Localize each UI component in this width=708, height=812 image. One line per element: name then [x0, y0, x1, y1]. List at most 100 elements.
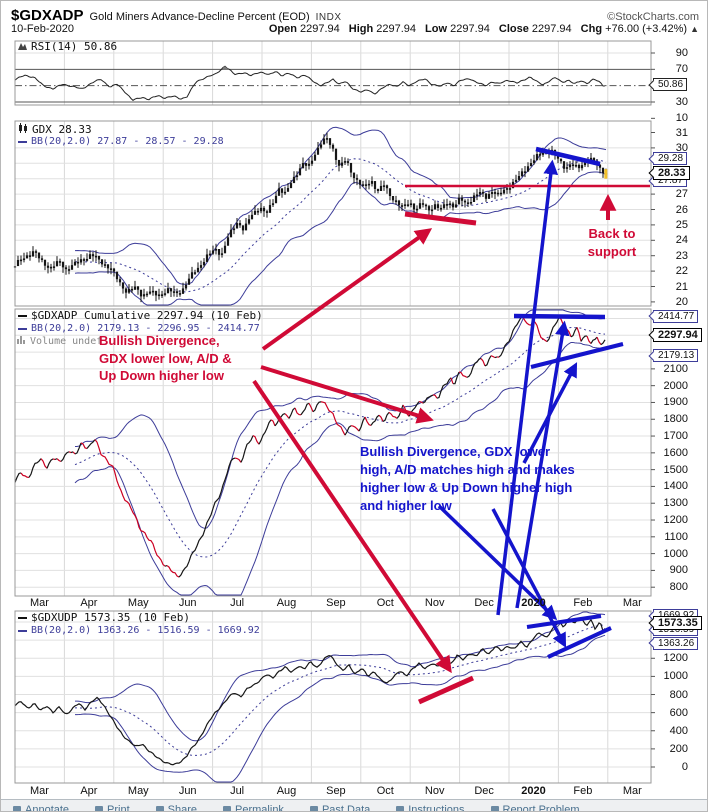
toolbar-link-print[interactable]: Print [95, 804, 130, 811]
axis-tick-label: 2100 [663, 362, 688, 375]
month-label: Nov [424, 597, 445, 609]
month-label: Mar [622, 597, 642, 609]
axis-value-box: 50.86 [648, 78, 688, 92]
udp-panel-label: $GDXUDP 1573.35 (10 Feb) [18, 612, 190, 624]
month-label: May [127, 597, 149, 609]
month-label: Dec [474, 785, 494, 797]
toolbar-link-icon [155, 806, 164, 811]
axis-tick-label: 1900 [663, 396, 688, 409]
axis-tick-label: 1700 [663, 430, 688, 443]
axis-tick-label: 0 [681, 761, 688, 773]
month-label: Apr [80, 785, 98, 797]
legend-dash-icon [18, 328, 27, 330]
month-label: Jun [178, 597, 197, 609]
axis-value-box: 1363.26 [648, 636, 699, 650]
month-label: May [127, 785, 149, 797]
axis-tick-label: 20 [675, 295, 688, 308]
copyright: ©StockCharts.com [607, 11, 699, 23]
legend-dash-icon [18, 617, 27, 619]
annotation-back-to-support: Back to support [587, 226, 637, 259]
axis-tick-label: 1500 [663, 463, 688, 476]
toolbar-link-icon [223, 806, 232, 811]
axis-tick-label: 600 [669, 706, 688, 719]
axis-tick-label: 2000 [663, 379, 688, 392]
toolbar-link-past-data[interactable]: Past Data [309, 804, 370, 811]
axis-value-box: 29.28 [648, 152, 688, 166]
axis-tick-label: 1000 [663, 670, 688, 683]
month-label: Oct [376, 597, 394, 609]
quote-field-close: Close 2297.94 [498, 23, 572, 35]
quote-date: 10-Feb-2020 [11, 23, 74, 35]
toolbar-link-share[interactable]: Share [155, 804, 197, 811]
volume-bars-icon [17, 335, 26, 348]
month-label: Apr [80, 597, 98, 609]
axis-tick-label: 30 [675, 141, 688, 154]
toolbar-link-annotate[interactable]: Annotate [13, 804, 69, 811]
page-title: Gold Miners Advance-Decline Percent (EOD… [89, 11, 310, 23]
quote-field-low: Low 2297.94 [425, 23, 490, 35]
bottom-toolbar: Annotate Print Share Permalink Past Data Inst… [1, 799, 707, 811]
gdx-panel-label: GDX 28.33 [18, 123, 92, 136]
toolbar-link-instructions[interactable]: Instructions [396, 804, 465, 811]
toolbar-link-permalink[interactable]: Permalink [223, 804, 284, 811]
axis-tick-label: 1800 [663, 413, 688, 426]
month-label: Mar [622, 785, 642, 797]
axis-value-box: 2414.77 [648, 309, 699, 323]
axis-tick-label: 1100 [664, 530, 688, 543]
axis-value-box: 2297.94 [648, 327, 702, 342]
axis-tick-label: 22 [675, 265, 688, 278]
change-up-triangle-icon: ▲ [690, 24, 699, 34]
quote-field-open: Open 2297.94 [268, 23, 340, 35]
axis-tick-label: 900 [669, 564, 688, 577]
axis-tick-label: 10 [675, 112, 688, 125]
month-label: 2020 [521, 597, 546, 609]
rsi-panel-label: RSI(14) 50.86 [18, 41, 117, 53]
month-label: Mar [30, 785, 49, 797]
legend-dash-icon [18, 315, 27, 317]
cumulative-panel-label: $GDXADP Cumulative 2297.94 (10 Feb) [18, 310, 263, 322]
volume-label: Volume undef [17, 335, 102, 348]
quote-field-high: High 2297.94 [348, 23, 417, 35]
toolbar-link-report-problem[interactable]: Report Problem [490, 804, 580, 811]
month-label: Feb [573, 785, 593, 797]
quote-row: 10-Feb-2020 Open 2297.94 High 2297.94 Low … [11, 23, 699, 37]
axis-value-box: 28.33 [648, 165, 690, 180]
axis-tick-label: 1000 [663, 547, 688, 560]
axis-tick-label: 200 [669, 742, 688, 755]
axis-tick-label: 31 [675, 126, 688, 139]
axis-tick-label: 23 [675, 249, 688, 262]
month-label: Sep [326, 597, 346, 609]
candlestick-icon [18, 123, 28, 136]
annotation-red-bullish-divergence: Bullish Divergence, GDX lower low, A/D & U… [99, 333, 232, 383]
month-label: Dec [474, 597, 494, 609]
axis-tick-label: 1300 [663, 497, 688, 510]
annotation-blue-bullish-divergence: Bullish Divergence, GDX lower high, A/D m… [360, 444, 575, 513]
axis-tick-label: 70 [675, 63, 688, 76]
axis-tick-label: 1400 [663, 480, 688, 493]
axis-tick-label: 24 [675, 234, 688, 247]
x-axis-months-bottom: Mar Apr May Jun Jul Aug Sep Oct Nov Dec 2020 Feb Mar [1, 785, 707, 798]
month-label: Jul [230, 785, 245, 797]
axis-tick-label: 400 [669, 724, 688, 737]
axis-tick-label: 1200 [663, 652, 688, 665]
axis-tick-label: 800 [669, 688, 688, 701]
cumulative-bb-label: BB(20,2.0) 2179.13 - 2296.95 - 2414.77 [18, 323, 260, 335]
month-label: Oct [376, 785, 394, 797]
gdx-bb-label: BB(20,2.0) 27.87 - 28.57 - 29.28 [18, 136, 224, 148]
axis-tick-label: 90 [675, 47, 688, 59]
toolbar-link-icon [309, 806, 318, 811]
ohlc-values: Open 2297.94 High 2297.94 Low 2297.94 Close… [269, 23, 687, 35]
month-label: 2020 [521, 785, 546, 797]
toolbar-link-icon [490, 806, 499, 811]
toolbar-link-icon [396, 806, 405, 811]
axis-tick-label: 30 [675, 96, 688, 108]
legend-dash-icon [18, 630, 27, 632]
axis-tick-label: 27 [675, 188, 688, 201]
udp-bb-label: BB(20,2.0) 1363.26 - 1516.59 - 1669.92 [18, 625, 260, 637]
month-label: Aug [276, 597, 297, 609]
chart-title-bar: $GDXADP Gold Miners Advance-Decline Perc… [11, 7, 699, 24]
axis-tick-label: 21 [675, 280, 688, 293]
month-label: Aug [276, 785, 297, 797]
